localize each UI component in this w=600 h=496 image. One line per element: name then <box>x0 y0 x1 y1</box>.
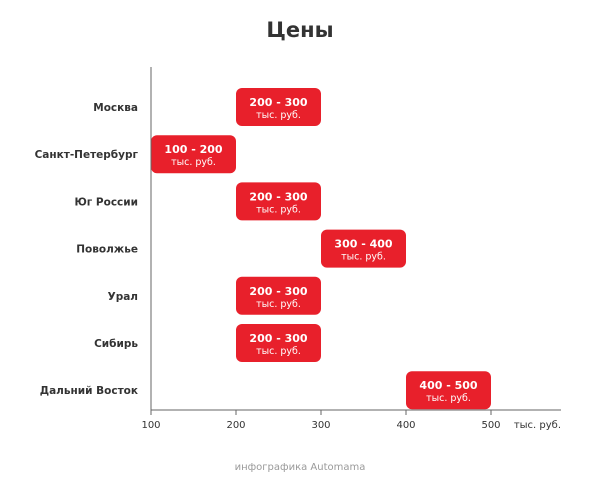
range-bar <box>406 371 491 410</box>
x-tick-label: 200 <box>226 420 245 431</box>
category-label: Сибирь <box>94 338 138 350</box>
chart-title: Цены <box>266 18 334 42</box>
bar-unit-label: тыс. руб. <box>426 393 471 404</box>
x-tick-label: 300 <box>311 420 330 431</box>
x-tick-label: 100 <box>141 420 160 431</box>
bar-unit-label: тыс. руб. <box>256 299 301 310</box>
bar-unit-label: тыс. руб. <box>171 157 216 168</box>
category-label: Москва <box>93 102 138 114</box>
category-label: Юг России <box>74 196 138 208</box>
bar-range-label: 400 - 500 <box>419 379 477 392</box>
bar-range-label: 100 - 200 <box>164 143 222 156</box>
range-bar <box>236 88 321 126</box>
category-label: Урал <box>108 291 138 303</box>
range-bar <box>151 135 236 174</box>
x-unit-label: тыс. руб. <box>514 420 561 431</box>
bar-range-label: 200 - 300 <box>249 285 307 298</box>
bar-range-label: 200 - 300 <box>249 190 307 203</box>
bar-unit-label: тыс. руб. <box>341 252 386 263</box>
bar-range-label: 200 - 300 <box>249 332 307 345</box>
category-label: Дальний Восток <box>40 385 138 397</box>
range-bar <box>236 182 321 221</box>
category-label: Санкт-Петербург <box>35 149 139 161</box>
range-bar <box>236 324 321 362</box>
bar-unit-label: тыс. руб. <box>256 110 301 121</box>
bar-range-label: 300 - 400 <box>334 238 392 251</box>
category-label: Поволжье <box>76 244 138 256</box>
bar-range-label: 200 - 300 <box>249 96 307 109</box>
bar-unit-label: тыс. руб. <box>256 204 301 215</box>
x-tick-label: 400 <box>396 420 415 431</box>
range-bar <box>321 229 406 268</box>
x-tick-label: 500 <box>481 420 500 431</box>
footer-credit: инфографика Automama <box>234 462 366 473</box>
bar-unit-label: тыс. руб. <box>256 346 301 357</box>
range-bar <box>236 276 321 315</box>
